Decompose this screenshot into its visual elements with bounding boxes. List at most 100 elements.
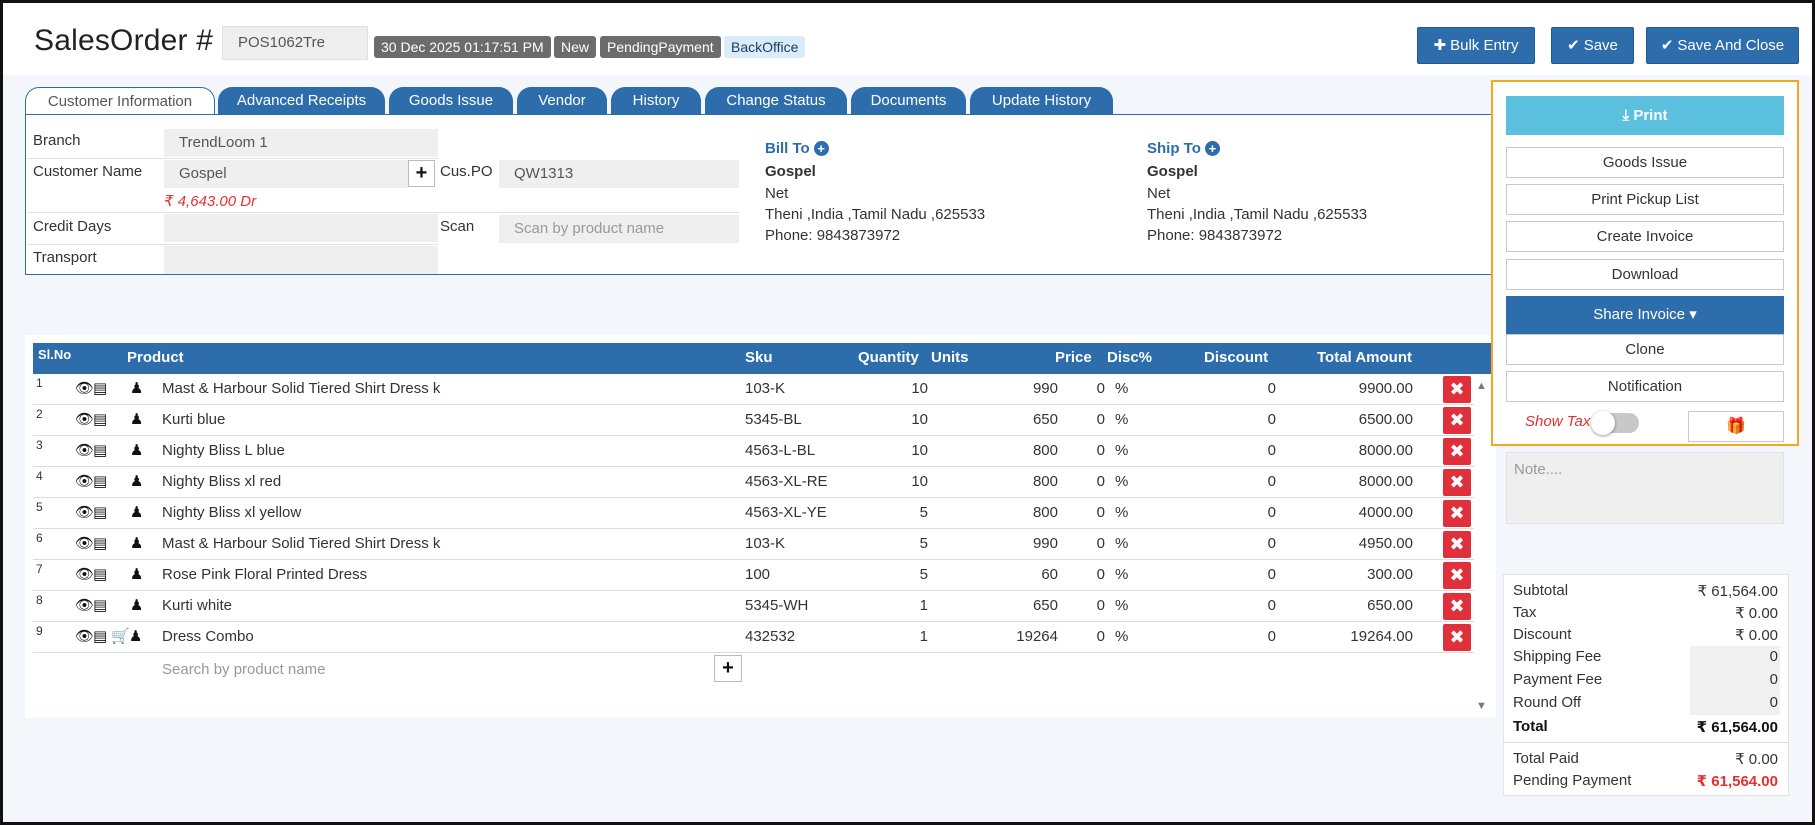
view-icon[interactable]: 👁 — [75, 597, 95, 614]
product-name[interactable]: Dress Combo — [162, 628, 254, 645]
person-icon[interactable]: ♟ — [129, 628, 143, 645]
list-icon[interactable]: ▤ — [93, 535, 108, 552]
print-pickup-list-button[interactable]: Print Pickup List — [1506, 184, 1784, 215]
view-icon[interactable]: 👁 — [75, 442, 95, 459]
ship-to-title[interactable]: Ship To + — [1147, 140, 1220, 157]
tab-history[interactable]: History — [611, 87, 701, 115]
product-name[interactable]: Mast & Harbour Solid Tiered Shirt Dress … — [162, 535, 441, 552]
list-icon[interactable]: ▤ — [93, 380, 108, 397]
discount-percent[interactable]: 0 — [1096, 504, 1105, 521]
product-search-input[interactable]: Search by product name — [162, 661, 326, 678]
price[interactable]: 800 — [1032, 442, 1058, 459]
quantity[interactable]: 5 — [919, 566, 928, 583]
scroll-up-icon[interactable]: ▲ — [1476, 380, 1487, 392]
create-invoice-button[interactable]: Create Invoice — [1506, 221, 1784, 252]
cart-icon[interactable]: 🛒 — [111, 628, 130, 645]
credit-days-field[interactable] — [164, 214, 438, 242]
add-product-button[interactable]: + — [714, 655, 742, 682]
cus-po-field[interactable]: QW1313 — [499, 160, 739, 188]
payment-fee-field[interactable] — [1690, 669, 1780, 692]
discount-amount[interactable]: 0 — [1267, 597, 1276, 614]
list-icon[interactable]: ▤ — [93, 411, 108, 428]
view-icon[interactable]: 👁 — [75, 628, 95, 645]
person-icon[interactable]: ♟ — [130, 504, 144, 521]
quantity[interactable]: 10 — [911, 473, 928, 490]
discount-amount[interactable]: 0 — [1267, 442, 1276, 459]
person-icon[interactable]: ♟ — [130, 473, 144, 490]
person-icon[interactable]: ♟ — [130, 597, 144, 614]
bill-to-title[interactable]: Bill To + — [765, 140, 829, 157]
discount-percent[interactable]: 0 — [1096, 597, 1105, 614]
product-name[interactable]: Rose Pink Floral Printed Dress — [162, 566, 368, 583]
quantity[interactable]: 10 — [911, 442, 928, 459]
price[interactable]: 990 — [1032, 535, 1058, 552]
discount-amount[interactable]: 0 — [1267, 473, 1276, 490]
scroll-down-icon[interactable]: ▼ — [1476, 700, 1487, 712]
share-invoice-button[interactable]: Share Invoice ▾ — [1506, 296, 1784, 334]
quantity[interactable]: 1 — [919, 597, 928, 614]
price[interactable]: 990 — [1032, 380, 1058, 397]
person-icon[interactable]: ♟ — [130, 411, 144, 428]
product-name[interactable]: Nighty Bliss L blue — [162, 442, 285, 459]
list-icon[interactable]: ▤ — [93, 628, 108, 645]
gift-button[interactable]: 🎁 — [1688, 411, 1784, 442]
person-icon[interactable]: ♟ — [130, 566, 144, 583]
list-icon[interactable]: ▤ — [93, 566, 108, 583]
discount-percent[interactable]: 0 — [1096, 473, 1105, 490]
discount-amount[interactable]: 0 — [1267, 380, 1276, 397]
price[interactable]: 19264 — [1016, 628, 1058, 645]
note-textarea[interactable]: Note.... — [1506, 452, 1784, 524]
view-icon[interactable]: 👁 — [75, 566, 95, 583]
add-circle-icon[interactable]: + — [813, 141, 829, 156]
quantity[interactable]: 5 — [919, 535, 928, 552]
save-button[interactable]: ✔ Save — [1551, 27, 1634, 64]
price[interactable]: 60 — [1041, 566, 1058, 583]
price[interactable]: 650 — [1032, 411, 1058, 428]
person-icon[interactable]: ♟ — [130, 442, 144, 459]
list-icon[interactable]: ▤ — [93, 597, 108, 614]
delete-row-button[interactable]: ✖ — [1443, 469, 1471, 496]
quantity[interactable]: 1 — [919, 628, 928, 645]
tab-update-history[interactable]: Update History — [970, 87, 1113, 115]
product-name[interactable]: Kurti blue — [162, 411, 226, 428]
view-icon[interactable]: 👁 — [75, 411, 95, 428]
discount-percent[interactable]: 0 — [1096, 566, 1105, 583]
delete-row-button[interactable]: ✖ — [1443, 438, 1471, 465]
round-off-field[interactable] — [1690, 692, 1780, 715]
product-name[interactable]: Nighty Bliss xl yellow — [162, 504, 302, 521]
product-name[interactable]: Kurti white — [162, 597, 233, 614]
view-icon[interactable]: 👁 — [75, 535, 95, 552]
delete-row-button[interactable]: ✖ — [1443, 624, 1471, 651]
discount-percent[interactable]: 0 — [1096, 628, 1105, 645]
delete-row-button[interactable]: ✖ — [1443, 562, 1471, 589]
clone-button[interactable]: Clone — [1506, 334, 1784, 365]
delete-row-button[interactable]: ✖ — [1443, 593, 1471, 620]
price[interactable]: 800 — [1032, 504, 1058, 521]
scan-input[interactable]: Scan by product name — [499, 215, 739, 243]
person-icon[interactable]: ♟ — [130, 380, 144, 397]
customer-name-field[interactable]: Gospel — [164, 160, 408, 188]
order-number-field[interactable]: POS1062Tre — [222, 26, 368, 60]
quantity[interactable]: 10 — [911, 380, 928, 397]
tab-documents[interactable]: Documents — [851, 87, 966, 115]
discount-percent[interactable]: 0 — [1096, 535, 1105, 552]
shipping-fee-field[interactable] — [1690, 646, 1780, 669]
product-name[interactable]: Mast & Harbour Solid Tiered Shirt Dress … — [162, 380, 441, 397]
print-button[interactable]: ⤓ Print — [1506, 96, 1784, 135]
discount-amount[interactable]: 0 — [1267, 411, 1276, 428]
person-icon[interactable]: ♟ — [130, 535, 144, 552]
notification-button[interactable]: Notification — [1506, 371, 1784, 402]
discount-amount[interactable]: 0 — [1267, 535, 1276, 552]
add-customer-button[interactable]: + — [408, 160, 435, 187]
delete-row-button[interactable]: ✖ — [1443, 376, 1471, 403]
discount-amount[interactable]: 0 — [1267, 504, 1276, 521]
tab-advanced-receipts[interactable]: Advanced Receipts — [218, 87, 385, 115]
download-button[interactable]: Download — [1506, 259, 1784, 290]
delete-row-button[interactable]: ✖ — [1443, 407, 1471, 434]
price[interactable]: 650 — [1032, 597, 1058, 614]
price[interactable]: 800 — [1032, 473, 1058, 490]
view-icon[interactable]: 👁 — [75, 473, 95, 490]
list-icon[interactable]: ▤ — [93, 473, 108, 490]
goods-issue-button[interactable]: Goods Issue — [1506, 147, 1784, 178]
discount-amount[interactable]: 0 — [1267, 628, 1276, 645]
